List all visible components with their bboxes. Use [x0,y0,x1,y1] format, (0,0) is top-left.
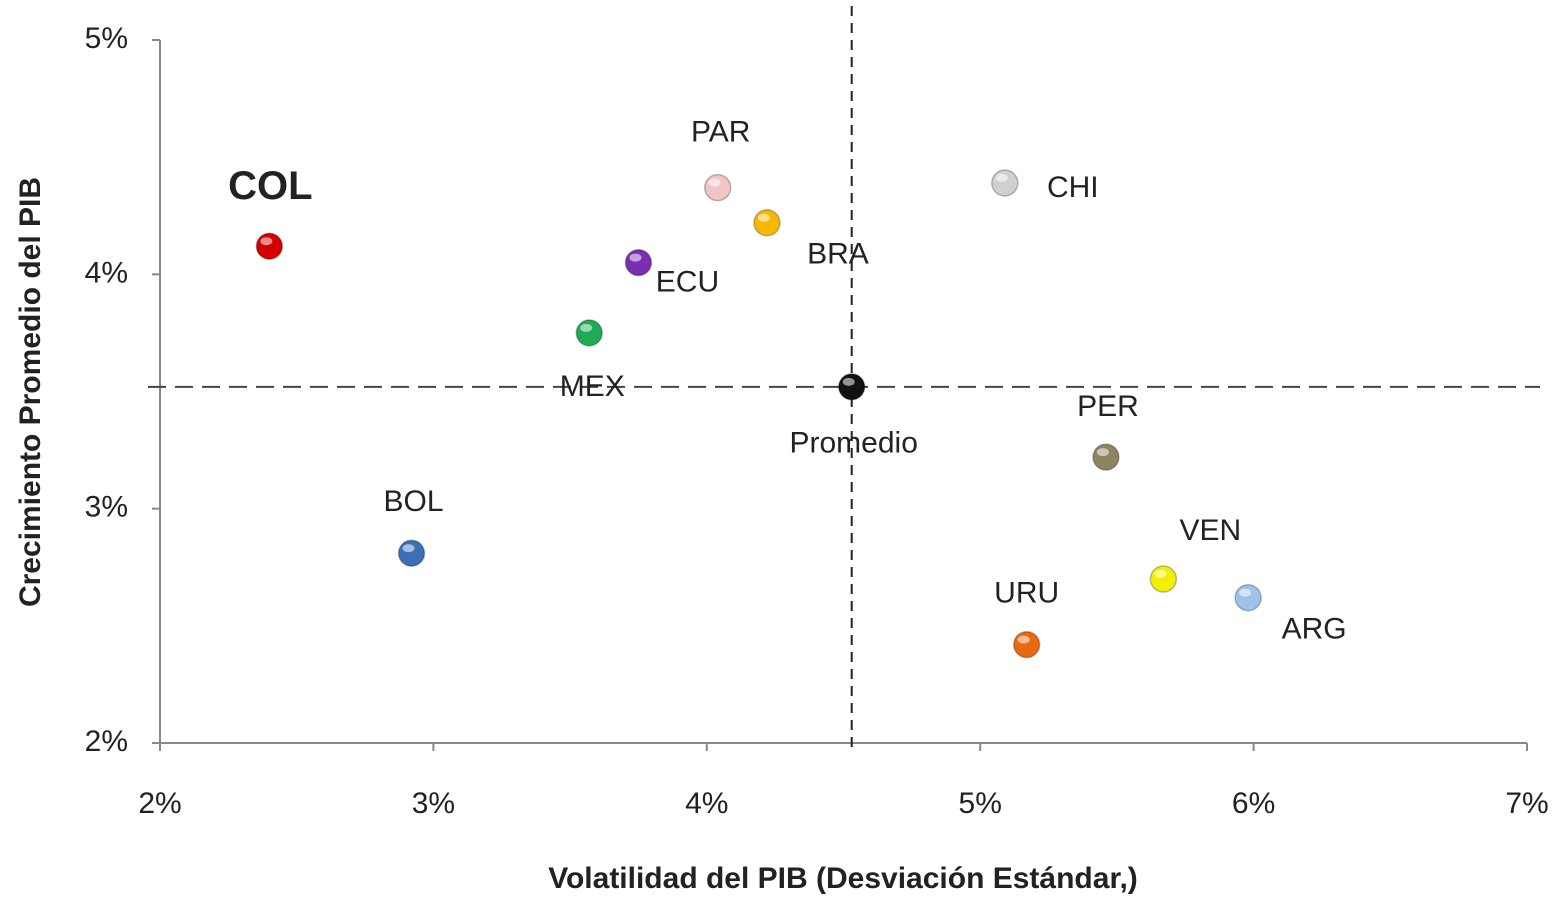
point-label: PAR [691,116,750,149]
point-label: CHI [1047,171,1099,204]
x-tick-label: 2% [138,787,181,820]
point-highlight [757,213,770,222]
point [1012,630,1041,659]
y-tick-label: 5% [85,22,128,55]
point [991,169,1019,197]
y-tick-label: 3% [85,491,128,524]
point-label: MEX [560,370,625,403]
x-tick-label: 4% [685,787,728,820]
x-tick-label: 6% [1232,787,1275,820]
y-axis-title: Crecimiento Promedio del PIB [14,177,47,607]
point-label: PER [1077,390,1139,423]
x-tick-label: 7% [1505,787,1548,820]
x-tick-label: 5% [959,787,1002,820]
point [575,319,603,347]
point-highlight [842,377,855,386]
point [1092,443,1120,471]
point-highlight [1017,635,1030,644]
point-label: BOL [384,485,444,518]
point-highlight [580,323,593,332]
point [397,539,426,567]
point [1234,583,1262,612]
point [753,209,781,237]
point [1149,565,1178,593]
point [255,232,284,260]
point-highlight [629,253,642,262]
point-highlight [1154,569,1167,578]
point [624,248,653,277]
x-axis-title: Volatilidad del PIB (Desviación Estándar… [548,862,1138,895]
point-highlight [260,237,273,246]
point-highlight [1096,448,1109,457]
point [703,173,732,202]
point [837,373,866,401]
point-label: ECU [656,266,719,299]
point-label: COL [228,164,312,208]
point-label: ARG [1282,613,1347,646]
y-tick-label: 4% [85,256,128,289]
y-tick-label: 2% [85,725,128,758]
point-label: URU [994,577,1059,610]
point-highlight [402,544,415,553]
point-highlight [1239,588,1252,597]
point-highlight [708,178,721,187]
x-tick-label: 3% [412,787,455,820]
point-label: VEN [1180,514,1242,547]
point-label: Promedio [789,427,917,460]
point-label: BRA [807,238,869,271]
point-highlight [995,173,1008,182]
